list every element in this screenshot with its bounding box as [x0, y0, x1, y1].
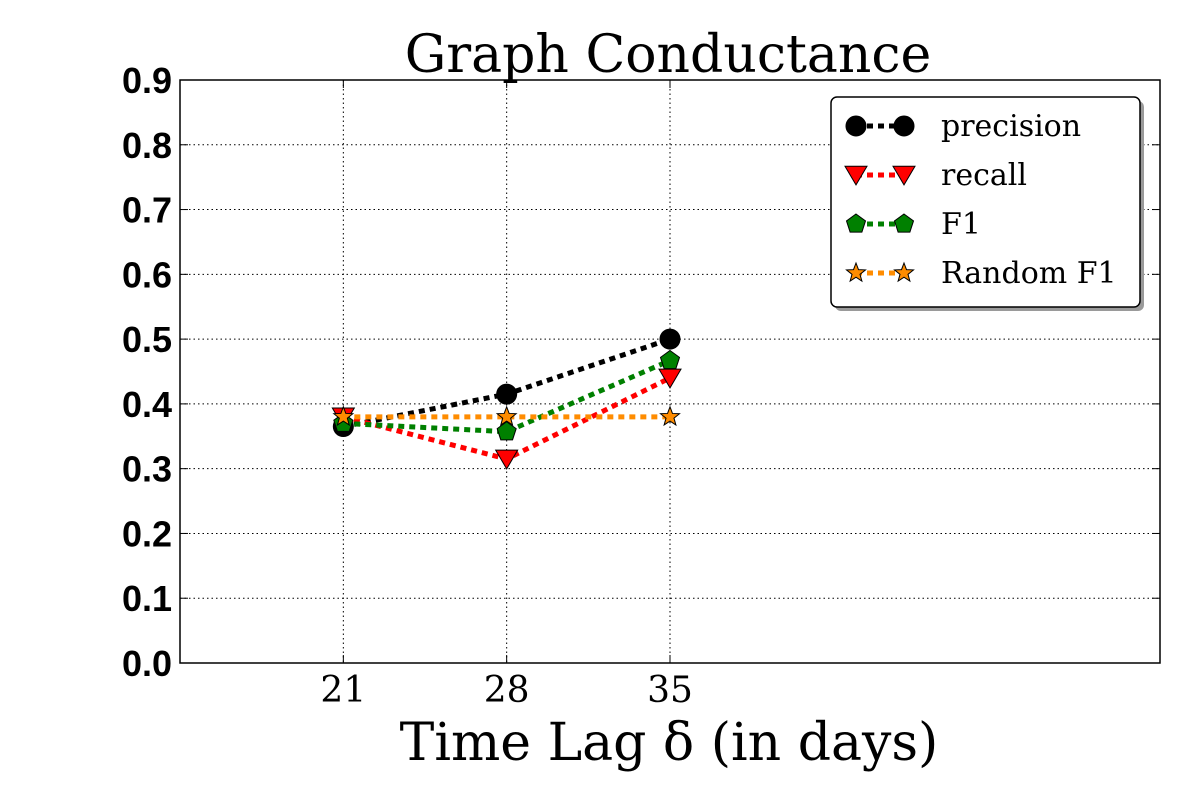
- legend-label-3: Random F1: [941, 256, 1117, 291]
- chart-title: Graph Conductance: [405, 25, 931, 85]
- legend-marker-3: [845, 261, 867, 283]
- legend-marker-3: [893, 261, 915, 283]
- y-tick-label: 0.2: [122, 513, 172, 554]
- y-tick-label: 0.0: [122, 643, 172, 684]
- y-tick-label: 0.6: [122, 254, 172, 295]
- x-axis-ticks: 21 28 35: [320, 80, 693, 711]
- x-tick-label: 35: [647, 670, 693, 711]
- grid: [180, 80, 1160, 663]
- series-group: [331, 328, 682, 470]
- legend-marker-0: [845, 115, 867, 137]
- legend-marker-1: [892, 165, 916, 186]
- legend-box: [830, 96, 1141, 308]
- y-axis-ticks: 0.0 0.1 0.2 0.3 0.4 0.5 0.6 0.7 0.8 0.9: [122, 60, 1160, 684]
- data-point-0-2: [659, 328, 681, 350]
- y-tick-label: 0.5: [122, 319, 172, 360]
- data-point-2-1: [496, 421, 517, 441]
- y-tick-label: 0.9: [122, 60, 172, 101]
- data-point-3-0: [332, 405, 355, 427]
- data-point-2-2: [659, 349, 681, 370]
- data-point-1-2: [658, 368, 682, 389]
- legend-label-0: precision: [941, 109, 1081, 144]
- x-tick-label: 21: [320, 670, 366, 711]
- x-axis-label: Time Lag δ (in days): [400, 713, 939, 773]
- data-point-1-1: [494, 449, 519, 470]
- y-tick-label: 0.4: [122, 384, 172, 425]
- legend-label-1: recall: [941, 158, 1027, 193]
- legend-label-2: F1: [941, 207, 981, 242]
- legend-marker-2: [893, 213, 915, 233]
- data-point-3-2: [659, 405, 681, 427]
- y-tick-label: 0.7: [122, 190, 172, 231]
- y-tick-label: 0.1: [122, 578, 172, 619]
- legend-marker-2: [845, 213, 867, 233]
- legend: precision recall F1 Random F1: [830, 96, 1144, 311]
- y-tick-label: 0.8: [122, 125, 172, 166]
- x-tick-label: 28: [484, 670, 530, 711]
- legend-marker-0: [893, 115, 915, 137]
- legend-marker-1: [844, 165, 868, 186]
- data-point-3-1: [495, 405, 518, 427]
- y-tick-label: 0.3: [122, 449, 172, 490]
- data-point-0-1: [496, 383, 518, 405]
